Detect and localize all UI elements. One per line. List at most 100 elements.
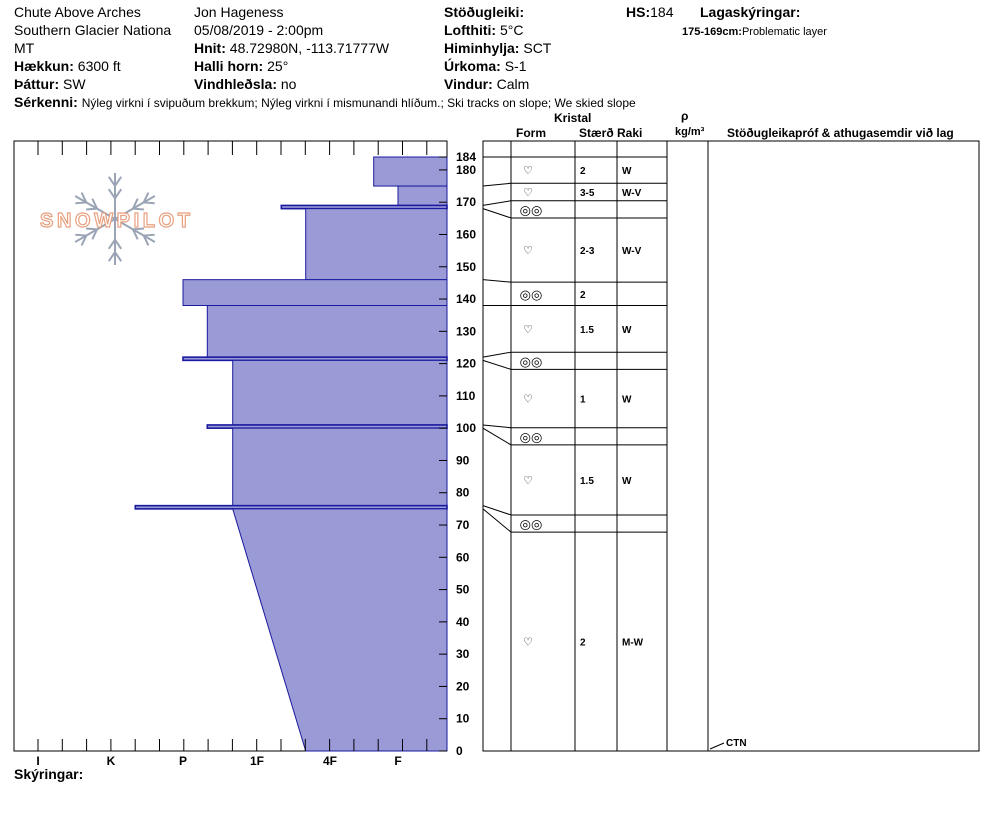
col-size: Stærð [579, 126, 614, 140]
hardness-tick-label: 1F [250, 754, 264, 768]
hardness-tick-label: I [36, 754, 39, 768]
layer-moisture: W-V [622, 188, 642, 199]
flake-branch [91, 228, 98, 240]
precip-value: S-1 [504, 58, 527, 74]
flake-branch [114, 239, 123, 250]
layer-moisture: W [622, 166, 632, 177]
layer-moisture: W [622, 476, 632, 487]
wind-value: Calm [496, 76, 530, 92]
layer-size: 2-3 [580, 246, 595, 257]
rounds-icon: ♡ [523, 187, 533, 199]
wind-loading-value: no [280, 76, 297, 92]
col-form: Form [516, 126, 546, 140]
hardness-tick-label: P [179, 754, 187, 768]
wind-loading: Vindhleðsla: no [194, 76, 296, 92]
notes-label: Skýringar: [14, 766, 84, 782]
melt-freeze-icon: ◎◎ [520, 354, 543, 369]
layer-leader-line [482, 200, 512, 206]
layer-note-range: 175-169cm: [682, 26, 742, 38]
melt-freeze-icon: ◎◎ [520, 287, 543, 302]
sky-value: SCT [523, 40, 552, 56]
layer-size: 3-5 [580, 188, 595, 199]
layer-moisture: W-V [622, 246, 642, 257]
flake-branch [107, 188, 116, 199]
features-label: Sérkenni: [14, 94, 78, 110]
flake-arm [114, 218, 156, 243]
height-tick-label: 130 [456, 324, 476, 338]
slope: Halli horn: 25° [194, 58, 288, 74]
elevation-label: Hækkun: [14, 58, 74, 74]
layer-moisture: W [622, 395, 632, 406]
height-tick-label: 140 [456, 292, 476, 306]
layer-note-text: Problematic layer [741, 26, 827, 38]
stability-label: Stöðugleiki: [444, 4, 525, 20]
test-result-label: CTN [726, 738, 747, 749]
height-tick-label: 30 [456, 647, 470, 661]
melt-freeze-icon: ◎◎ [520, 429, 543, 444]
flake-branch [86, 227, 98, 231]
height-tick-label: 70 [456, 518, 470, 532]
wind: Vindur: Calm [444, 76, 529, 92]
slope-label: Halli horn: [194, 58, 264, 74]
hardness-layer-bar [305, 208, 448, 281]
layer-leader-line [482, 279, 512, 283]
height-tick-label: 160 [456, 227, 476, 241]
height-tick-label: 110 [456, 389, 476, 403]
hardness-layer-bar [232, 427, 448, 507]
flake-branch [132, 228, 139, 240]
rounds-icon: ♡ [523, 245, 533, 257]
layer-size: 2 [580, 166, 586, 177]
snowpilot-logo: SNOWPILOT [39, 173, 191, 265]
col-tests: Stöðugleikapróf & athugasemdir við lag [727, 126, 954, 140]
height-tick-label: 170 [456, 195, 476, 209]
flake-branch [143, 201, 155, 205]
layer-leader-line [482, 182, 512, 187]
melt-freeze-icon: ◎◎ [520, 517, 543, 532]
height-tick-label: 120 [456, 357, 476, 371]
height-tick-label: 50 [456, 583, 470, 597]
coords-label: Hnit: [194, 40, 226, 56]
layer-leader-line [482, 508, 512, 533]
height-tick-label: 0 [456, 744, 463, 758]
aspect-value: SW [63, 76, 86, 92]
height-tick-label: 10 [456, 712, 470, 726]
layer-note: 175-169cm:Problematic layer [682, 24, 827, 40]
rounds-icon: ♡ [523, 475, 533, 487]
height-tick-label: 60 [456, 550, 470, 564]
height-tick-label: 40 [456, 615, 470, 629]
hardness-layer-bar [206, 305, 448, 358]
wind-loading-label: Vindhleðsla: [194, 76, 277, 92]
layer-leader-line [482, 359, 512, 370]
flake-branch [75, 233, 87, 237]
layer-moisture: W [622, 325, 632, 336]
flake-branch [107, 251, 116, 262]
layer-size: 2 [580, 290, 586, 301]
hardness-layer-bar [232, 359, 448, 426]
air-temp: Lofthiti: 5°C [444, 22, 523, 38]
height-tick-label: 20 [456, 679, 470, 693]
flake-branch [142, 235, 150, 246]
flake-branch [80, 192, 88, 203]
flake-branch [86, 207, 98, 211]
hs-value: 184 [650, 4, 674, 20]
layer-leader-line [482, 427, 512, 446]
range: Southern Glacier Nationa [14, 22, 172, 38]
flake-branch [143, 233, 155, 237]
flake-branch [107, 239, 116, 250]
col-density-symbol: ρ [681, 109, 689, 123]
col-moisture: Raki [617, 126, 643, 140]
state: MT [14, 40, 35, 56]
flake-branch [114, 176, 123, 187]
flake-arm [74, 195, 116, 220]
flake-branch [132, 198, 139, 210]
features-value: Nýleg virkni í svipuðum brekkum; Nýleg v… [81, 96, 636, 110]
precip: Úrkoma: S-1 [444, 58, 526, 74]
wind-label: Vindur: [444, 76, 493, 92]
elevation: Hækkun: 6300 ft [14, 58, 121, 74]
layer-table-frame [482, 140, 980, 752]
aspect-label: Þáttur: [14, 76, 60, 92]
coords: Hnit: 48.72980N, -113.71777W [194, 40, 389, 56]
flake-branch [132, 207, 144, 211]
height-tick-label: 150 [456, 260, 476, 274]
